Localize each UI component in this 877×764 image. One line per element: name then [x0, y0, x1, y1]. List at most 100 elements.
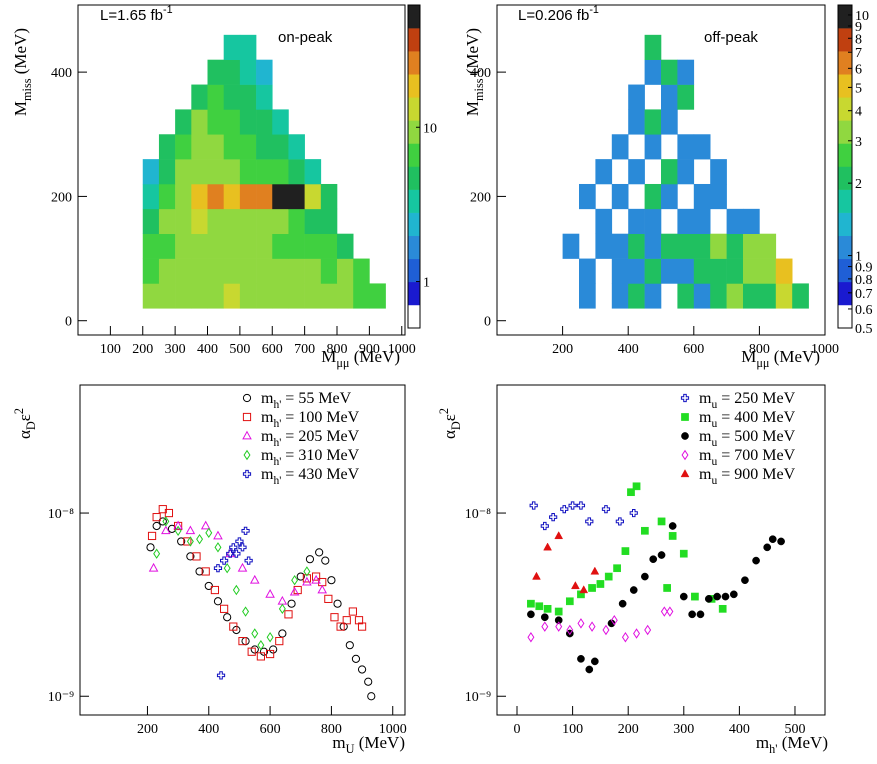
marker — [311, 574, 321, 584]
legend-label-part: m — [699, 428, 712, 445]
heat-cell — [239, 258, 257, 284]
heat-cell — [223, 258, 241, 284]
legend-label: mh' = 310 MeV — [261, 447, 360, 468]
heat-cell — [693, 283, 711, 309]
x-tick-label: 200 — [552, 342, 573, 357]
x-tick-label: 700 — [294, 342, 315, 357]
marker — [681, 413, 689, 421]
marker — [627, 488, 635, 497]
marker — [529, 501, 538, 510]
heat-cell — [304, 283, 322, 309]
marker — [161, 525, 171, 535]
heat-cell — [288, 233, 305, 259]
colorbar-segment — [838, 143, 852, 167]
x-tick-label: 1000 — [388, 342, 416, 357]
marker — [668, 522, 677, 530]
marker — [242, 606, 250, 617]
heat-cell — [320, 208, 338, 235]
heat-cell — [142, 258, 160, 284]
x-axis-label-part: M — [321, 347, 336, 366]
marker — [354, 616, 364, 625]
marker — [565, 597, 574, 606]
y-axis-label-part: 2 — [437, 408, 451, 414]
marker — [242, 393, 252, 403]
colorbar-tick-label: 1 — [855, 250, 862, 265]
colorbar-segment — [408, 74, 420, 98]
marker — [265, 649, 275, 659]
marker — [348, 607, 357, 616]
colorbar-segment — [838, 189, 852, 213]
legend-label-part: m — [699, 409, 712, 426]
y-axis-label-part: (MeV) — [11, 28, 30, 79]
heat-cell — [272, 283, 289, 309]
heat-cell — [611, 134, 629, 160]
marker — [257, 639, 265, 651]
colorbar-tick-label: 0.6 — [855, 303, 873, 318]
heat-cell — [710, 258, 727, 284]
y-axis-label-part: ε — [440, 414, 459, 421]
legend-label-part: h' — [273, 437, 281, 449]
heat-cell — [223, 134, 241, 160]
heat-cell — [272, 208, 289, 235]
marker — [644, 624, 652, 636]
heat-cell — [239, 183, 257, 210]
y-axis-label-part: miss — [20, 78, 34, 101]
marker — [269, 645, 278, 654]
colorbar-segment — [408, 28, 420, 52]
marker — [152, 521, 161, 531]
heat-cell — [191, 283, 208, 309]
legend-label: mu = 700 MeV — [699, 447, 796, 468]
marker — [216, 671, 226, 680]
heat-cell — [661, 183, 678, 210]
y-axis-label: Mmiss (MeV) — [11, 28, 34, 116]
heat-cell — [353, 283, 370, 309]
marker — [174, 525, 182, 537]
marker — [296, 572, 305, 581]
heat-cell — [239, 34, 257, 60]
heat-cell — [677, 159, 695, 185]
legend-label-part: m — [261, 390, 274, 407]
x-tick-label: 200 — [132, 342, 153, 357]
heat-cell — [693, 183, 711, 210]
y-axis-label-part: ε — [15, 414, 34, 421]
heat-cell — [693, 208, 711, 235]
legend-label-part: = 400 MeV — [717, 409, 795, 426]
marker — [210, 585, 220, 595]
legend-label-part: h' — [273, 475, 281, 487]
marker — [321, 556, 330, 565]
heat-cell — [142, 208, 160, 235]
heat-cell — [191, 159, 208, 185]
marker — [768, 535, 777, 544]
plot-frame — [77, 4, 406, 336]
marker — [259, 647, 269, 656]
marker — [696, 610, 705, 619]
legend-label-part: h' — [273, 418, 281, 430]
marker — [535, 602, 544, 611]
marker — [242, 469, 252, 479]
heat-cell — [320, 258, 338, 284]
heat-cell — [320, 183, 338, 210]
x-tick-label: 300 — [673, 722, 694, 737]
marker — [568, 501, 577, 510]
y-axis-label: αDε2 — [12, 408, 38, 439]
heat-cell — [337, 258, 354, 284]
heat-cell — [207, 183, 224, 210]
heat-cell — [207, 134, 224, 160]
legend-label-part: = 55 MeV — [281, 390, 351, 407]
heat-cell — [142, 233, 160, 259]
heat-cell — [628, 283, 645, 309]
legend-label-part: = 500 MeV — [717, 428, 795, 445]
marker — [668, 532, 677, 540]
marker — [666, 606, 674, 617]
marker — [303, 566, 311, 577]
heat-cell — [644, 109, 662, 135]
colorbar-segment — [838, 235, 852, 260]
x-tick-label: 400 — [197, 342, 218, 357]
marker — [680, 393, 690, 403]
marker — [256, 652, 265, 661]
heat-cell — [191, 233, 208, 259]
marker — [615, 517, 624, 526]
colorbar-tick-label: 3 — [855, 135, 862, 150]
legend-label: mh' = 55 MeV — [261, 390, 352, 411]
heat-cell — [726, 258, 744, 284]
